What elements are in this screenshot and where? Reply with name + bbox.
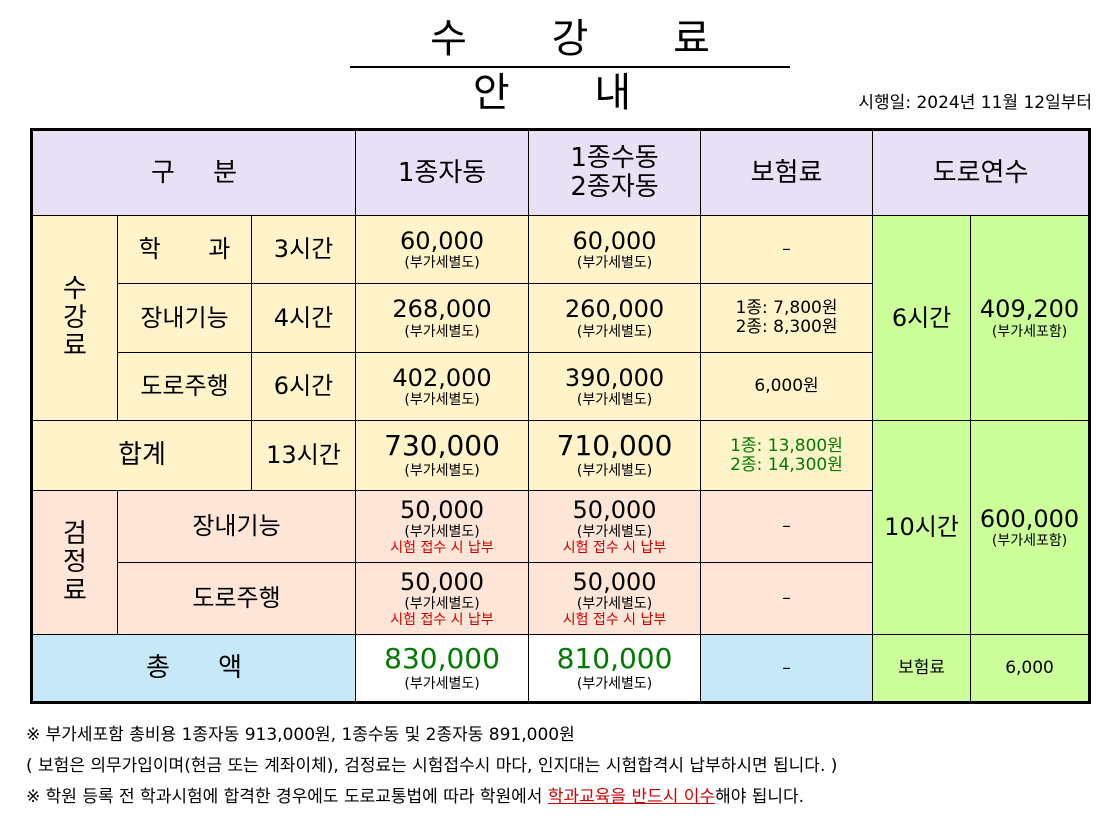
road-short-price: 409,200 (부가세포함) xyxy=(970,215,1091,421)
header-col2-line2: 2종자동 xyxy=(570,172,659,202)
note-line1: ※ 부가세포함 총비용 1종자동 913,000원, 1종수동 및 2종자동 8… xyxy=(26,725,575,745)
header-row: 구 분 1종자동 1종수동 2종자동 보험료 도로연수 xyxy=(30,129,1091,216)
header-col2: 1종수동 2종자동 xyxy=(528,129,702,216)
fee-table: 구 분 1종자동 1종수동 2종자동 보험료 도로연수 수 강 료 학 과 3시… xyxy=(30,128,1092,704)
subtotal-row: 합계 13시간 730,000 (부가세별도) 710,000 (부가세별도) 1종… xyxy=(31,420,1091,635)
total-row: 총 액 830,000 (부가세별도) 810,000 (부가세별도) – 보험료 … xyxy=(30,634,1091,703)
header-col2-line1: 1종수동 xyxy=(570,143,659,174)
exam-road-name: 도로주행 xyxy=(116,562,357,635)
road-col2: 390,000 (부가세별도) xyxy=(528,352,702,421)
note-line2: ( 보험은 의무가입이며(현금 또는 계좌이체), 검정료는 시험접수시 마다,… xyxy=(26,756,838,776)
table-row: 수 강 료 학 과 3시간 60,000 (부가세별도) 60,000 (부가세별도… xyxy=(31,215,1091,421)
exam-course-col2: 50,000 (부가세별도) 시험 접수 시 납부 xyxy=(528,490,702,563)
theory-col2: 60,000 (부가세별도) xyxy=(528,215,702,284)
road-long-hours: 10시간 xyxy=(872,420,972,635)
table-row: 장내기능 4시간 268,000 (부가세별도) 260,000 (부가세별도) 1… xyxy=(32,283,1090,353)
course-col1: 268,000 (부가세별도) xyxy=(355,283,530,353)
note-highlight: 학과교육을 반드시 이수 xyxy=(547,787,716,807)
page-title: 수 강 료 안 내 xyxy=(350,12,790,116)
note-line3: ※ 학원 등록 전 학과시험에 합격한 경우에도 도로교통법에 따라 학원에서 … xyxy=(26,787,805,807)
road-insurance-label: 보험료 xyxy=(872,634,972,703)
theory-col1: 60,000 (부가세별도) xyxy=(355,215,530,284)
subtotal-hours: 13시간 xyxy=(250,420,357,491)
header-insurance: 보험료 xyxy=(700,129,874,216)
effective-date: 시행일: 2024년 11월 12일부터 xyxy=(858,93,1092,113)
subtotal-insurance: 1종: 13,800원 2종: 14,300원 xyxy=(700,420,874,491)
total-col1: 830,000 (부가세별도) xyxy=(355,634,530,703)
header-road-training: 도로연수 xyxy=(872,129,1091,216)
road-insurance: 6,000원 xyxy=(700,352,874,421)
theory-hours: 3시간 xyxy=(250,215,357,284)
road-short-hours: 6시간 xyxy=(872,215,972,421)
tuition-label: 수 강 료 xyxy=(31,215,118,421)
subtotal-label: 합계 xyxy=(31,420,252,491)
exam-course-col1: 50,000 (부가세별도) 시험 접수 시 납부 xyxy=(355,490,530,563)
course-name: 장내기능 xyxy=(117,283,252,353)
course-col2: 260,000 (부가세별도) xyxy=(528,283,702,353)
exam-road-col2: 50,000 (부가세별도) 시험 접수 시 납부 xyxy=(528,562,702,635)
theory-insurance: – xyxy=(700,215,874,284)
header-col1: 1종자동 xyxy=(355,129,530,216)
road-insurance-price: 6,000 xyxy=(970,634,1091,703)
road-hours: 6시간 xyxy=(250,352,357,421)
total-label: 총 액 xyxy=(30,634,357,703)
exam-course-name: 장내기능 xyxy=(116,490,357,563)
notes: ※ 부가세포함 총비용 1종자동 913,000원, 1종수동 및 2종자동 8… xyxy=(26,720,837,813)
exam-road-insurance: – xyxy=(700,562,874,635)
theory-name: 학 과 xyxy=(117,215,252,284)
total-col2: 810,000 (부가세별도) xyxy=(528,634,702,703)
course-insurance: 1종: 7,800원 2종: 8,300원 xyxy=(700,283,874,353)
subtotal-col2: 710,000 (부가세별도) xyxy=(528,420,702,491)
exam-course-insurance: – xyxy=(700,490,874,563)
header-category: 구 분 xyxy=(30,129,357,216)
total-insurance: – xyxy=(700,634,874,703)
road-long-price: 600,000 (부가세포함) xyxy=(970,420,1091,635)
road-col1: 402,000 (부가세별도) xyxy=(355,352,530,421)
course-hours: 4시간 xyxy=(250,283,357,353)
table-row: 도로주행 50,000 (부가세별도) 시험 접수 시 납부 50,000 (부가세별… xyxy=(32,562,1090,635)
exam-road-col1: 50,000 (부가세별도) 시험 접수 시 납부 xyxy=(355,562,530,635)
exam-label: 검 정 료 xyxy=(31,490,118,635)
table-row: 도로주행 6시간 402,000 (부가세별도) 390,000 (부가세별도) 6… xyxy=(32,352,1090,421)
road-name: 도로주행 xyxy=(117,352,252,421)
table-row: 검 정 료 장내기능 50,000 (부가세별도) 시험 접수 시 납부 50,00… xyxy=(31,490,1090,635)
subtotal-col1: 730,000 (부가세별도) xyxy=(355,420,530,491)
